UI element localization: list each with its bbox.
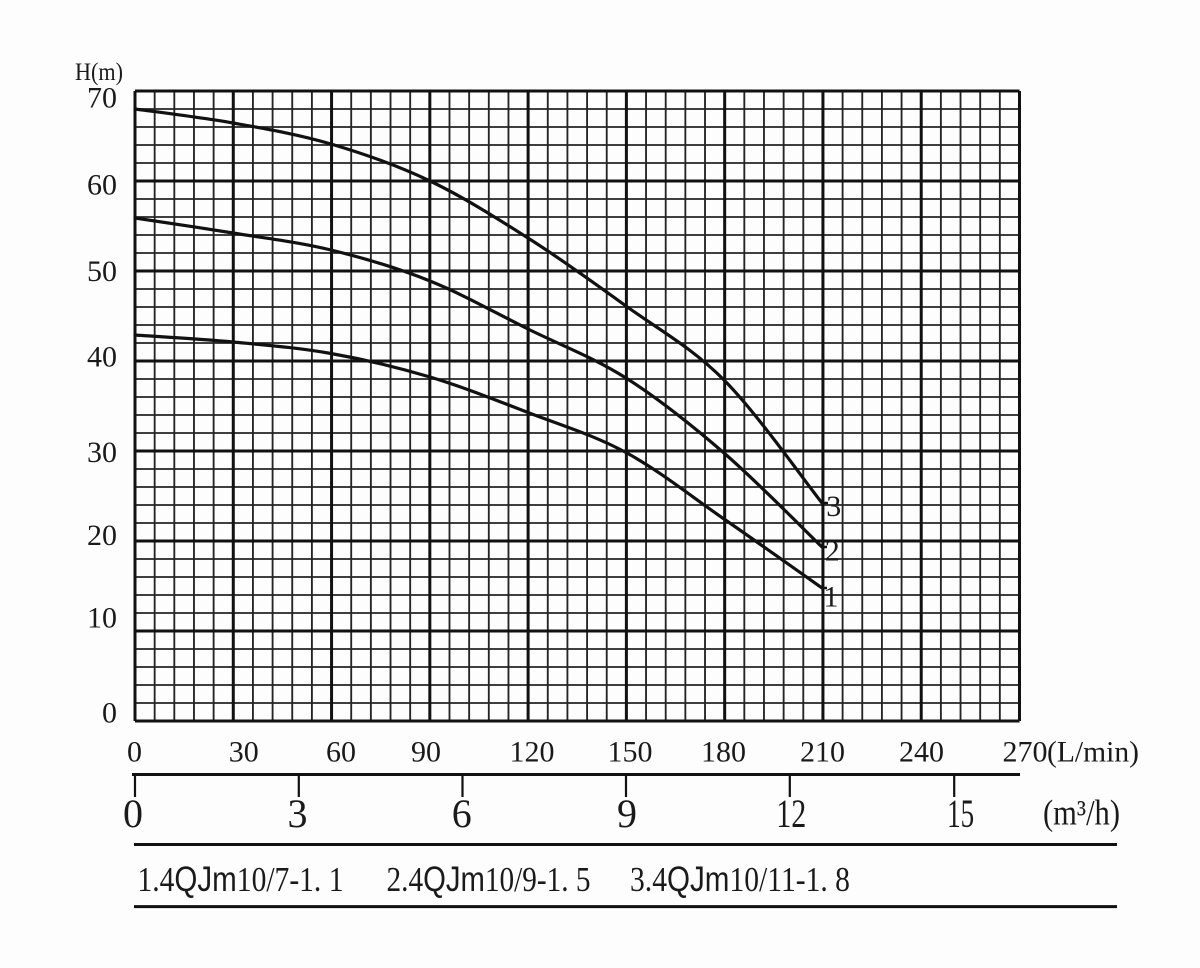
svg-text:9: 9 xyxy=(617,791,637,836)
svg-text:2: 2 xyxy=(825,535,840,568)
svg-text:H(m): H(m) xyxy=(75,59,123,86)
svg-text:0: 0 xyxy=(123,791,143,836)
svg-text:15: 15 xyxy=(947,791,974,836)
svg-text:40: 40 xyxy=(87,341,117,374)
svg-text:240: 240 xyxy=(899,736,944,769)
svg-text:3.4QJm10/11-1. 8: 3.4QJm10/11-1. 8 xyxy=(630,860,850,899)
svg-text:(m³/h): (m³/h) xyxy=(1043,793,1120,833)
svg-text:1.4QJm10/7-1. 1: 1.4QJm10/7-1. 1 xyxy=(138,860,344,899)
svg-text:20: 20 xyxy=(87,519,117,552)
svg-text:0: 0 xyxy=(127,736,142,769)
svg-text:6: 6 xyxy=(452,791,472,836)
svg-text:150: 150 xyxy=(608,736,653,769)
svg-text:90: 90 xyxy=(411,736,441,769)
svg-text:180: 180 xyxy=(701,736,746,769)
svg-text:30: 30 xyxy=(229,736,259,769)
svg-text:1: 1 xyxy=(824,581,839,614)
svg-text:60: 60 xyxy=(326,736,356,769)
svg-text:120: 120 xyxy=(510,736,555,769)
svg-text:10: 10 xyxy=(87,602,117,635)
svg-text:270: 270 xyxy=(1003,736,1048,769)
svg-text:(L/min): (L/min) xyxy=(1047,736,1139,769)
svg-text:3: 3 xyxy=(288,791,308,836)
svg-text:60: 60 xyxy=(87,169,117,202)
svg-text:0: 0 xyxy=(102,697,117,730)
svg-text:210: 210 xyxy=(800,736,845,769)
svg-text:50: 50 xyxy=(87,255,117,288)
svg-text:2.4QJm10/9-1. 5: 2.4QJm10/9-1. 5 xyxy=(387,860,591,899)
svg-text:3: 3 xyxy=(826,490,841,523)
svg-text:70: 70 xyxy=(87,82,117,115)
svg-text:12: 12 xyxy=(776,791,806,836)
svg-text:30: 30 xyxy=(87,436,117,469)
